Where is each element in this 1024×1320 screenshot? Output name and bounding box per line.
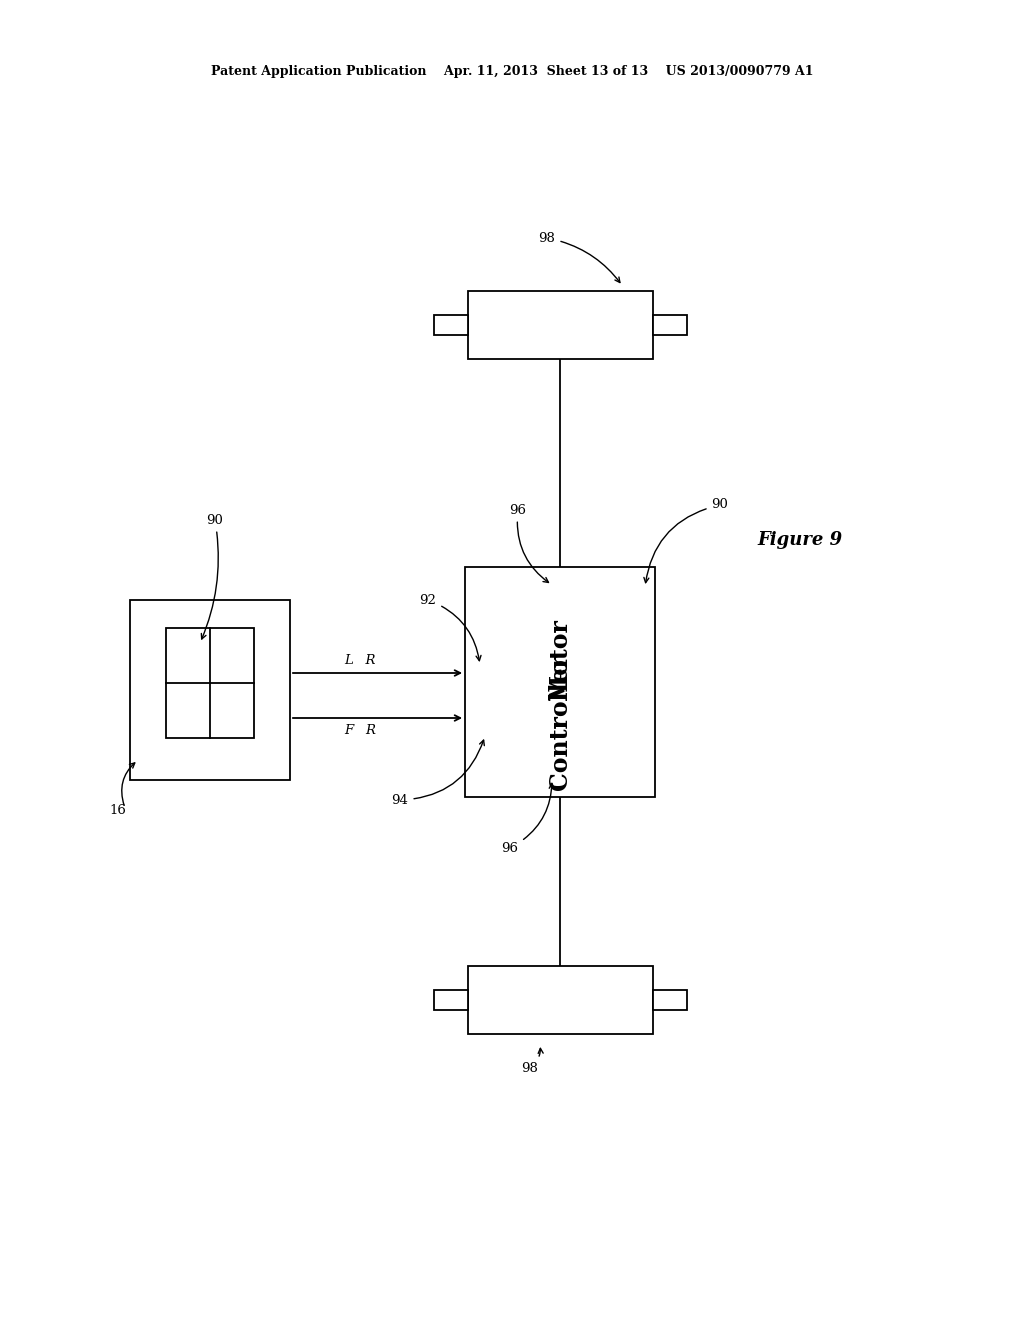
Text: 92: 92	[420, 594, 481, 661]
Text: Patent Application Publication    Apr. 11, 2013  Sheet 13 of 13    US 2013/00907: Patent Application Publication Apr. 11, …	[211, 66, 813, 78]
Text: 90: 90	[202, 513, 223, 639]
Bar	[468, 290, 652, 359]
Text: 94: 94	[391, 741, 484, 807]
Text: F   R: F R	[344, 725, 376, 738]
Bar	[130, 601, 290, 780]
Text: Controller: Controller	[548, 653, 572, 789]
Text: Figure 9: Figure 9	[758, 531, 843, 549]
Text: 96: 96	[510, 503, 549, 582]
Bar	[652, 315, 686, 335]
Bar	[465, 568, 655, 797]
Text: 96: 96	[502, 783, 554, 854]
Bar	[468, 966, 652, 1034]
Text: 98: 98	[539, 231, 620, 282]
Bar	[166, 628, 254, 738]
Bar	[652, 990, 686, 1010]
Text: L   R: L R	[344, 653, 376, 667]
Text: 16: 16	[110, 804, 126, 817]
Text: Motor: Motor	[548, 619, 572, 701]
Bar	[433, 990, 468, 1010]
Text: 90: 90	[644, 499, 728, 582]
Bar	[433, 315, 468, 335]
Text: 98: 98	[521, 1048, 543, 1074]
